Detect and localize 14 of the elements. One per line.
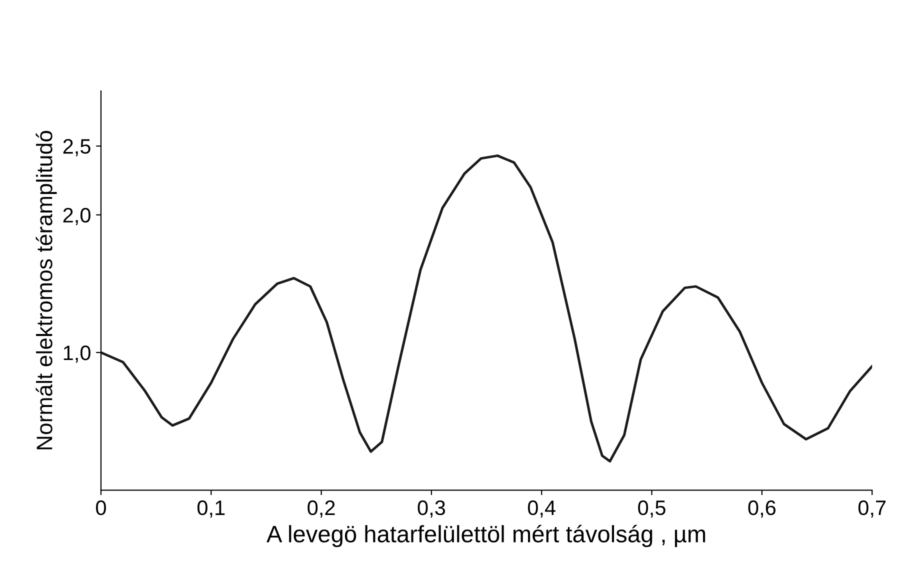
x-tick-label: 0,4: [528, 500, 556, 518]
line-series: [100, 154, 872, 462]
x-tick-label: 0,5: [638, 500, 666, 518]
x-tick-label: 0,7: [858, 500, 886, 518]
y-axis-title: Normált elektromos téramplitudó: [36, 130, 57, 450]
x-tick-label: 0: [96, 500, 106, 516]
x-tick-label: 0,6: [748, 500, 776, 518]
x-axis-title: A levegö hatarfelülettöl mért távolság , µm: [266, 524, 706, 548]
x-tick-label: 0,3: [418, 500, 446, 518]
y-tick-label: 1,0: [64, 346, 90, 363]
y-tick-label: 2,5: [63, 139, 90, 156]
x-tick-label: 0,1: [197, 500, 225, 518]
x-tick-label: 0,2: [308, 500, 335, 518]
y-tick-label: 2,0: [63, 208, 90, 226]
